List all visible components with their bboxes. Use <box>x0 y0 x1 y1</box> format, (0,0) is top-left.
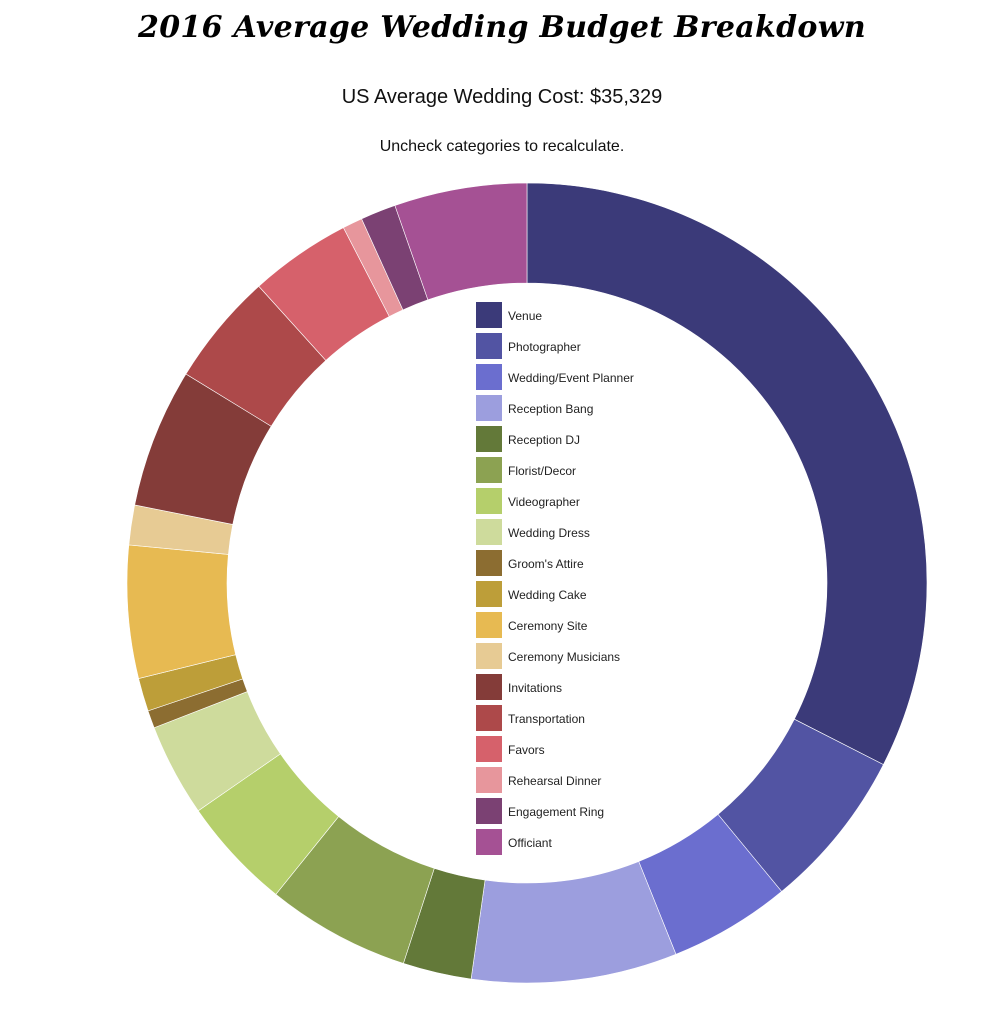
legend-label: Invitations <box>508 681 562 695</box>
legend-swatch-checkbox[interactable] <box>476 612 502 638</box>
legend-label: Reception DJ <box>508 433 580 447</box>
legend-item-reception-bang[interactable]: Reception Bang <box>476 395 593 421</box>
legend-item-reception-dj[interactable]: Reception DJ <box>476 426 580 452</box>
legend-item-wedding-cake[interactable]: Wedding Cake <box>476 581 587 607</box>
slice-reception-bang[interactable] <box>470 861 677 984</box>
legend-swatch-checkbox[interactable] <box>476 798 502 824</box>
slice-ceremony-site[interactable] <box>126 544 237 679</box>
legend-label: Wedding Dress <box>508 526 590 540</box>
legend-label: Wedding Cake <box>508 588 587 602</box>
slice-venue[interactable] <box>526 182 928 765</box>
legend-label: Officiant <box>508 836 552 850</box>
legend-item-wedding-dress[interactable]: Wedding Dress <box>476 519 590 545</box>
legend-item-venue[interactable]: Venue <box>476 302 542 328</box>
legend: Venue Photographer Wedding/Event Planner Re… <box>476 302 634 855</box>
legend-label: Reception Bang <box>508 402 593 416</box>
legend-item-florist-decor[interactable]: Florist/Decor <box>476 457 576 483</box>
legend-item-invitations[interactable]: Invitations <box>476 674 562 700</box>
legend-swatch-checkbox[interactable] <box>476 395 502 421</box>
legend-item-officiant[interactable]: Officiant <box>476 829 552 855</box>
legend-item-ceremony-musicians[interactable]: Ceremony Musicians <box>476 643 620 669</box>
legend-label: Groom's Attire <box>508 557 584 571</box>
legend-label: Florist/Decor <box>508 464 576 478</box>
legend-label: Venue <box>508 309 542 323</box>
chart-title: 2016 Average Wedding Budget Breakdown <box>138 10 866 45</box>
legend-swatch-checkbox[interactable] <box>476 581 502 607</box>
donut-slices <box>126 182 928 984</box>
legend-swatch-checkbox[interactable] <box>476 550 502 576</box>
legend-swatch-checkbox[interactable] <box>476 364 502 390</box>
legend-swatch-checkbox[interactable] <box>476 674 502 700</box>
legend-swatch-checkbox[interactable] <box>476 519 502 545</box>
legend-item-favors[interactable]: Favors <box>476 736 545 762</box>
legend-swatch-checkbox[interactable] <box>476 705 502 731</box>
legend-item-transportation[interactable]: Transportation <box>476 705 585 731</box>
legend-swatch-checkbox[interactable] <box>476 767 502 793</box>
legend-swatch-checkbox[interactable] <box>476 829 502 855</box>
chart-subtitle: US Average Wedding Cost: $35,329 <box>341 86 663 108</box>
legend-label: Ceremony Musicians <box>508 650 620 664</box>
legend-swatch-checkbox[interactable] <box>476 643 502 669</box>
slice-officiant[interactable] <box>394 182 528 301</box>
legend-item-engagement-ring[interactable]: Engagement Ring <box>476 798 604 824</box>
legend-label: Wedding/Event Planner <box>508 371 634 385</box>
legend-swatch-checkbox[interactable] <box>476 302 502 328</box>
legend-label: Rehearsal Dinner <box>508 774 601 788</box>
legend-label: Photographer <box>508 340 581 354</box>
legend-swatch-checkbox[interactable] <box>476 426 502 452</box>
legend-item-photographer[interactable]: Photographer <box>476 333 581 359</box>
legend-label: Videographer <box>508 495 580 509</box>
legend-label: Engagement Ring <box>508 805 604 819</box>
legend-swatch-checkbox[interactable] <box>476 333 502 359</box>
legend-item-ceremony-site[interactable]: Ceremony Site <box>476 612 588 638</box>
legend-swatch-checkbox[interactable] <box>476 736 502 762</box>
legend-label: Ceremony Site <box>508 619 588 633</box>
legend-swatch-checkbox[interactable] <box>476 457 502 483</box>
legend-item-rehearsal-dinner[interactable]: Rehearsal Dinner <box>476 767 601 793</box>
legend-item-groom-s-attire[interactable]: Groom's Attire <box>476 550 584 576</box>
legend-label: Transportation <box>508 712 585 726</box>
chart-instruction: Uncheck categories to recalculate. <box>379 138 625 155</box>
legend-label: Favors <box>508 743 545 757</box>
legend-item-videographer[interactable]: Videographer <box>476 488 580 514</box>
legend-swatch-checkbox[interactable] <box>476 488 502 514</box>
legend-item-wedding-event-planner[interactable]: Wedding/Event Planner <box>476 364 634 390</box>
